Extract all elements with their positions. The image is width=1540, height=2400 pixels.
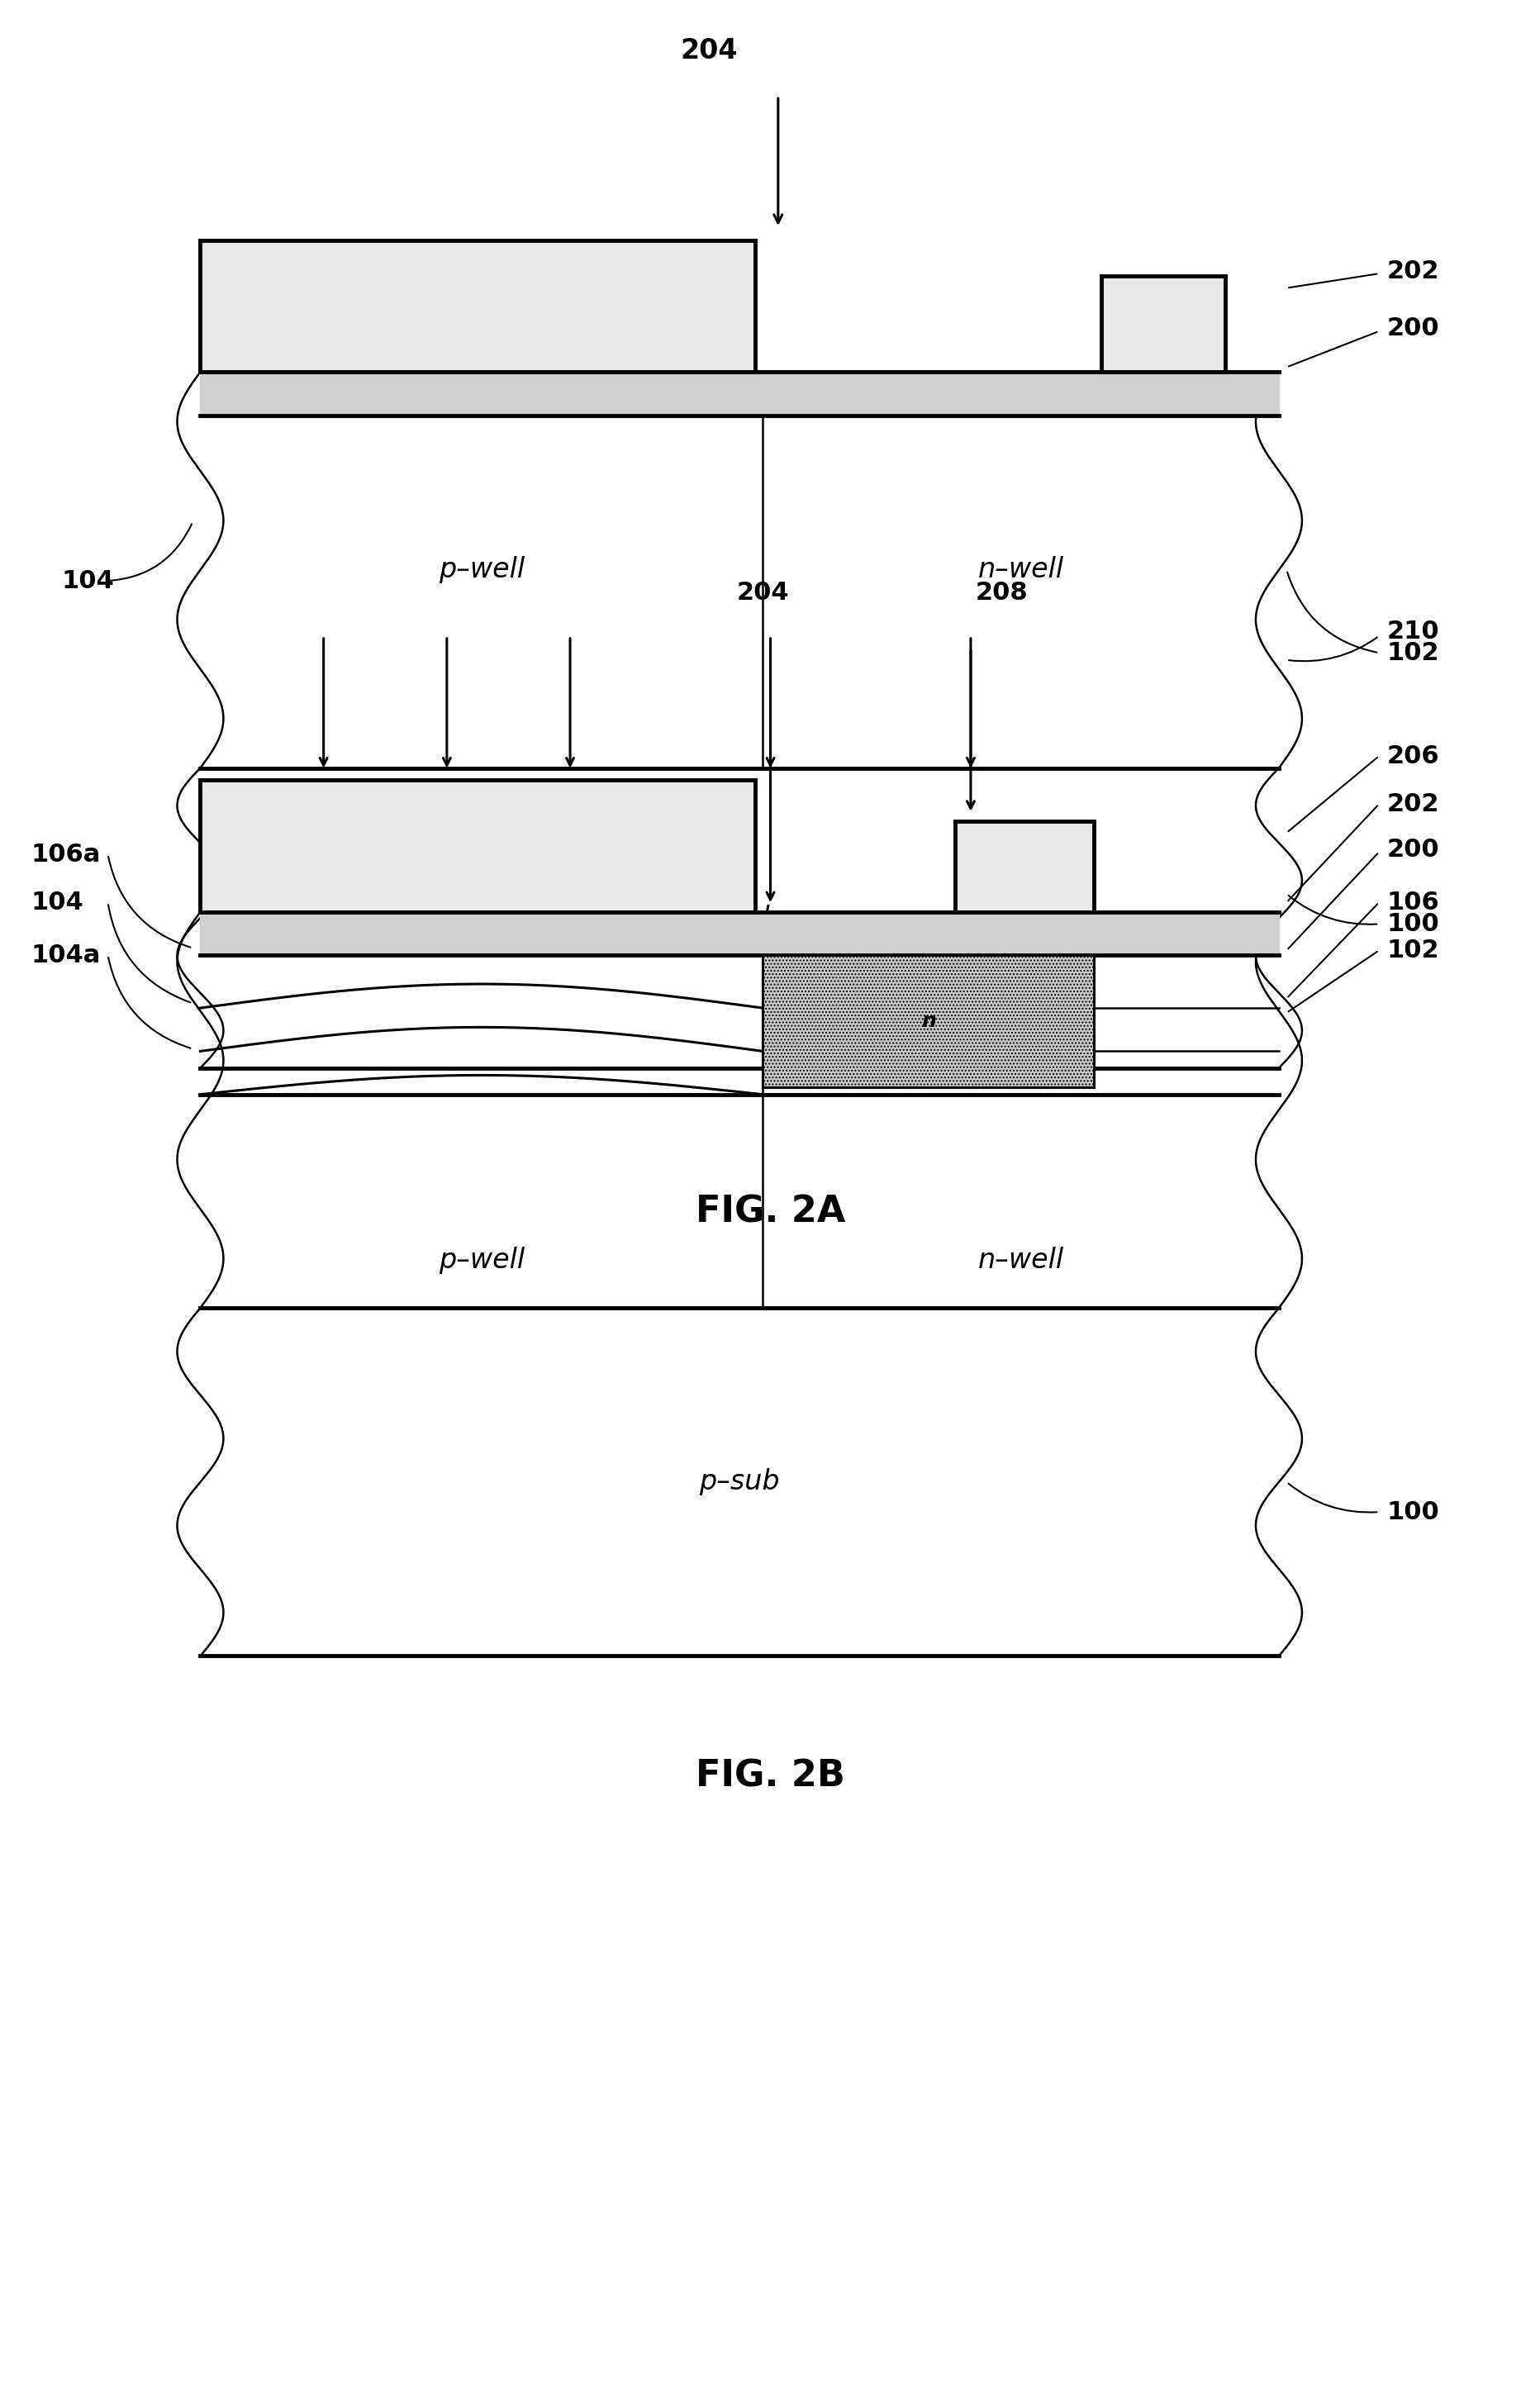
Text: 102: 102	[1386, 641, 1438, 665]
Text: 204: 204	[736, 581, 788, 605]
Text: 204: 204	[679, 38, 738, 65]
Text: 200: 200	[1386, 317, 1438, 341]
Text: n–well: n–well	[978, 1246, 1063, 1274]
Text: 208: 208	[975, 581, 1027, 605]
Text: FIG. 2A: FIG. 2A	[695, 1195, 845, 1229]
Text: 202: 202	[1386, 792, 1438, 816]
Bar	[762, 955, 1093, 1087]
Text: p–sub: p–sub	[699, 1469, 779, 1495]
Text: p–well: p–well	[439, 557, 524, 583]
Text: p–sub: p–sub	[699, 905, 779, 931]
Text: 104: 104	[62, 569, 114, 593]
Text: 100: 100	[1386, 1500, 1438, 1524]
Text: n: n	[921, 1010, 935, 1032]
Text: 206: 206	[1386, 744, 1438, 768]
Text: 102: 102	[1386, 938, 1438, 962]
Text: 200: 200	[1386, 838, 1438, 862]
Text: 202: 202	[1386, 259, 1438, 283]
Text: p–well: p–well	[439, 1246, 524, 1274]
Text: 106a: 106a	[31, 842, 100, 866]
Text: 100: 100	[1386, 912, 1438, 936]
Text: 104: 104	[31, 890, 83, 914]
Text: 106: 106	[1386, 890, 1438, 914]
Text: 210: 210	[1386, 619, 1438, 643]
Text: 104a: 104a	[31, 943, 100, 967]
Text: FIG. 2B: FIG. 2B	[696, 1759, 844, 1793]
Text: n–well: n–well	[978, 557, 1063, 583]
